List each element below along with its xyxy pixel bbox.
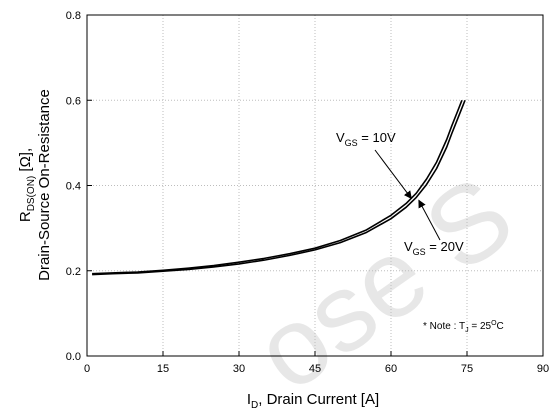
arrow-vgs-10v bbox=[374, 149, 412, 200]
x-tick-label: 60 bbox=[385, 363, 397, 375]
x-tick-label: 0 bbox=[84, 363, 90, 375]
y-axis: 0.0 0.2 0.4 0.6 0.8 bbox=[66, 10, 92, 363]
annotation-arrows bbox=[374, 149, 441, 241]
arrow-vgs-20v bbox=[418, 199, 441, 241]
watermark-text: ose S bbox=[233, 153, 534, 415]
x-tick-label: 30 bbox=[233, 363, 245, 375]
y-axis-title-line2: Drain-Source On-Resistance bbox=[36, 89, 53, 281]
x-tick-label: 15 bbox=[157, 363, 169, 375]
y-tick-label: 0.4 bbox=[66, 181, 81, 193]
series-line-vgs-20v bbox=[92, 100, 466, 276]
y-tick-label: 0.6 bbox=[66, 95, 81, 107]
x-axis: 0 15 30 45 60 75 90 bbox=[84, 351, 549, 375]
y-tick-label: 0.8 bbox=[66, 10, 81, 22]
series-line-vgs-10v bbox=[92, 100, 463, 275]
x-tick-label: 75 bbox=[461, 363, 473, 375]
temperature-note: * Note : TJ = 25OC bbox=[423, 320, 504, 334]
y-tick-label: 0.2 bbox=[66, 266, 81, 278]
annotation-vgs-20v: VGS = 20V bbox=[404, 239, 464, 257]
x-tick-label: 90 bbox=[537, 363, 549, 375]
y-axis-title-line1: RDS(ON) [Ω], bbox=[17, 148, 37, 222]
x-tick-label: 45 bbox=[309, 363, 321, 375]
annotation-vgs-10v: VGS = 10V bbox=[336, 130, 396, 148]
x-axis-title: ID, Drain Current [A] bbox=[247, 391, 379, 411]
y-tick-label: 0.0 bbox=[66, 351, 81, 363]
series-group bbox=[92, 100, 466, 276]
